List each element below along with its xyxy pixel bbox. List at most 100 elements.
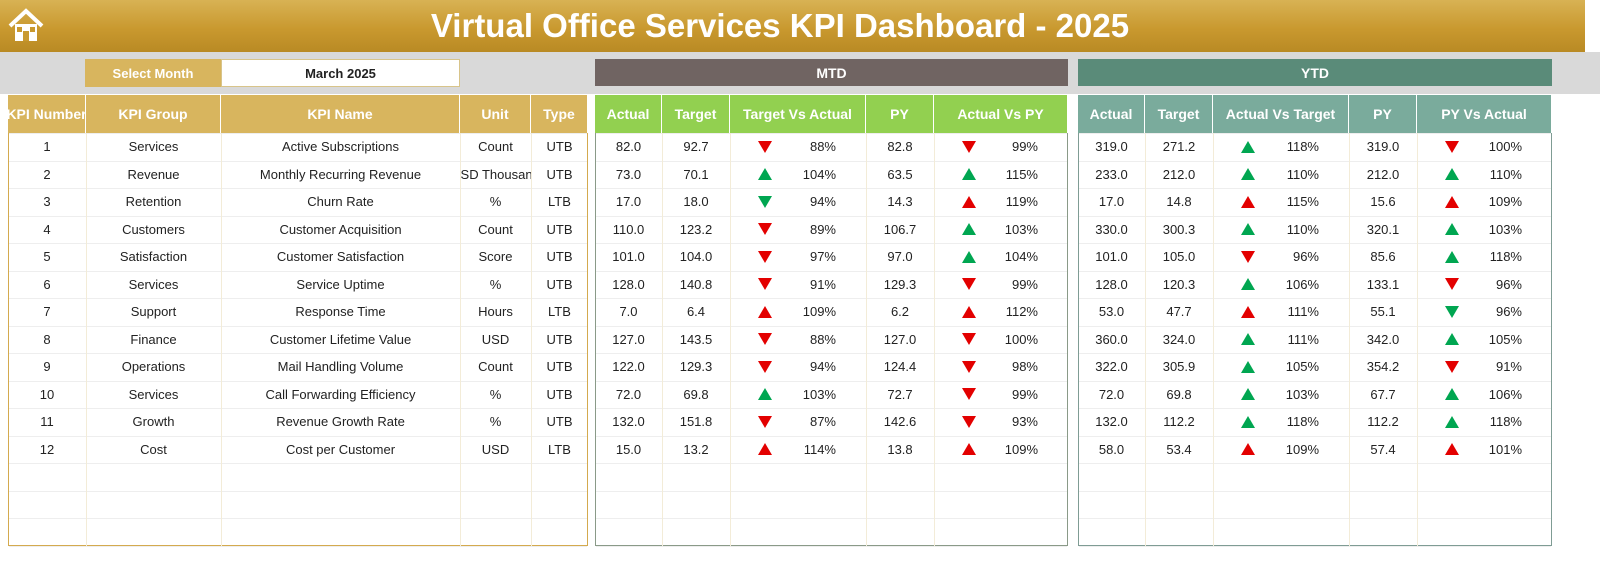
arrow-up: [1241, 305, 1255, 318]
row-line: [596, 380, 1067, 382]
row-line: [1079, 133, 1551, 134]
table-cell: UTB: [546, 386, 573, 402]
table-cell: 5: [43, 249, 51, 265]
table-cell: 7.0: [619, 304, 638, 320]
month-dropdown[interactable]: March 2025: [221, 59, 460, 87]
percent-cell: 104%: [802, 166, 836, 182]
table-cell: 67.7: [1370, 386, 1396, 402]
table-cell: Response Time: [295, 304, 386, 320]
table-cell: %: [489, 386, 502, 402]
table-cell: 128.0: [612, 276, 645, 292]
table-cell: 106.7: [883, 221, 917, 237]
arrow-shape: [1445, 388, 1459, 401]
table-cell: 8: [43, 331, 51, 347]
percent-cell: 89%: [809, 221, 836, 237]
column-header: Type: [531, 95, 588, 133]
row-line: [1079, 463, 1551, 464]
percent-cell: 103%: [1285, 386, 1319, 402]
table-cell: 123.2: [679, 221, 713, 237]
percent-cell: 97%: [809, 249, 836, 265]
table-cell: 127.0: [612, 331, 645, 347]
arrow-shape: [1241, 140, 1255, 153]
row-line: [596, 160, 1067, 162]
table-cell: UTB: [546, 139, 573, 155]
table-cell: 13.8: [887, 441, 913, 457]
kpi-panel: [8, 95, 588, 546]
column-header: Target Vs Actual: [730, 95, 866, 133]
table-cell: 72.0: [1098, 386, 1125, 402]
arrow-up: [1241, 223, 1255, 236]
arrow-shape: [962, 168, 976, 181]
col-line: [1417, 133, 1418, 546]
arrow-up: [962, 305, 976, 318]
arrow-up: [758, 168, 772, 181]
percent-cell: 94%: [809, 194, 836, 210]
table-cell: 4: [43, 221, 51, 237]
table-cell: 12: [39, 441, 55, 457]
table-cell: 360.0: [1095, 331, 1128, 347]
row-line: [596, 215, 1067, 217]
arrow-up: [1241, 360, 1255, 373]
row-line: [596, 545, 1067, 547]
table-cell: Revenue: [127, 166, 180, 182]
table-cell: Count: [478, 221, 513, 237]
percent-cell: 88%: [809, 139, 836, 155]
home-icon[interactable]: [6, 6, 46, 44]
table-cell: 140.8: [679, 276, 713, 292]
row-line: [1079, 188, 1551, 189]
table-cell: Count: [478, 359, 513, 375]
table-cell: Active Subscriptions: [281, 139, 400, 155]
table-cell: 143.5: [679, 331, 713, 347]
table-cell: 324.0: [1162, 331, 1196, 347]
percent-cell: 101%: [1488, 441, 1522, 457]
arrow-shape: [1241, 443, 1255, 456]
col-line: [662, 133, 663, 546]
row-line: [9, 215, 587, 217]
table-cell: 7: [43, 304, 51, 320]
column-header: PY: [1349, 95, 1417, 133]
table-cell: 104.0: [679, 249, 713, 265]
mtd-panel: [595, 95, 1068, 546]
percent-cell: 105%: [1285, 359, 1319, 375]
row-line: [1079, 215, 1551, 217]
row-line: [596, 325, 1067, 327]
table-cell: Services: [128, 276, 179, 292]
row-line: [1079, 160, 1551, 162]
row-line: [9, 408, 587, 409]
table-cell: USD: [481, 441, 510, 457]
row-line: [9, 133, 587, 134]
percent-cell: 91%: [809, 276, 836, 292]
arrow-shape: [1241, 168, 1255, 181]
column-header: Actual Vs Target: [1213, 95, 1349, 133]
arrow-shape: [962, 388, 976, 401]
arrow-shape: [962, 333, 976, 346]
table-cell: Score: [478, 249, 513, 265]
table-cell: Services: [128, 139, 179, 155]
arrow-down: [758, 333, 772, 346]
percent-cell: 103%: [802, 386, 836, 402]
arrow-down: [962, 278, 976, 291]
table-cell: UTB: [546, 166, 573, 182]
row-line: [596, 270, 1067, 272]
row-line: [1079, 490, 1551, 492]
table-cell: 14.8: [1166, 194, 1192, 210]
arrow-shape: [962, 443, 976, 456]
table-cell: 15.6: [1370, 194, 1396, 210]
arrow-down: [962, 140, 976, 153]
arrow-shape: [758, 333, 772, 346]
table-cell: LTB: [548, 194, 571, 210]
table-cell: Customer Acquisition: [279, 221, 402, 237]
row-line: [9, 463, 587, 464]
arrow-shape: [1241, 333, 1255, 346]
arrow-up: [1445, 333, 1459, 346]
ytd-panel: [1078, 95, 1552, 546]
percent-cell: 110%: [1286, 166, 1319, 182]
arrow-down: [1241, 250, 1255, 263]
table-cell: 14.3: [887, 194, 913, 210]
table-cell: UTB: [546, 276, 573, 292]
arrow-up: [1445, 415, 1459, 428]
table-cell: 2: [43, 166, 51, 182]
table-cell: 69.8: [1166, 386, 1192, 402]
percent-cell: 99%: [1011, 276, 1038, 292]
table-cell: 97.0: [887, 249, 913, 265]
